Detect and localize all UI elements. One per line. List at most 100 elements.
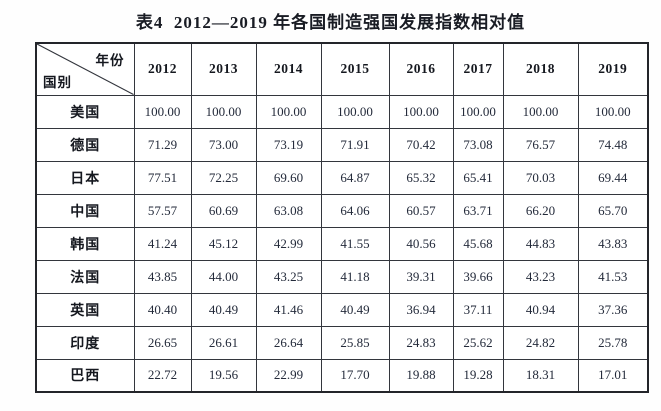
value-cell: 41.46	[255, 292, 322, 327]
value-cell: 74.48	[577, 127, 649, 162]
manufacturing-index-table: 年份 国别 2012 2013 2014 2015 2016 2017 2018…	[35, 42, 649, 393]
value-cell: 70.42	[388, 127, 454, 162]
value-cell: 44.00	[190, 259, 257, 294]
value-cell: 65.32	[388, 160, 454, 195]
country-cell: 日本	[35, 160, 135, 195]
country-cell: 德国	[35, 127, 135, 162]
country-cell: 韩国	[35, 226, 135, 261]
value-cell: 40.49	[320, 292, 390, 327]
value-cell: 69.60	[255, 160, 322, 195]
value-cell: 26.64	[255, 325, 322, 360]
country-cell: 印度	[35, 325, 135, 360]
table-body: 美国 100.00 100.00 100.00 100.00 100.00 100.00 10…	[35, 94, 649, 393]
value-cell: 17.70	[320, 358, 390, 393]
corner-label-year: 年份	[95, 53, 125, 68]
value-cell: 100.00	[577, 94, 649, 129]
value-cell: 100.00	[452, 94, 504, 129]
table-row: 印度 26.65 26.61 26.64 25.85 24.83 25.62 24.82 25.…	[35, 325, 649, 360]
value-cell: 43.23	[502, 259, 579, 294]
year-header: 2012	[133, 42, 192, 96]
value-cell: 76.57	[502, 127, 579, 162]
value-cell: 25.85	[320, 325, 390, 360]
value-cell: 73.00	[190, 127, 257, 162]
value-cell: 57.57	[133, 193, 192, 228]
table-row: 日本 77.51 72.25 69.60 64.87 65.32 65.41 70.03 69.…	[35, 160, 649, 195]
value-cell: 73.19	[255, 127, 322, 162]
value-cell: 64.06	[320, 193, 390, 228]
value-cell: 41.24	[133, 226, 192, 261]
table-row: 英国 40.40 40.49 41.46 40.49 36.94 37.11 40.94 37.…	[35, 292, 649, 327]
value-cell: 77.51	[133, 160, 192, 195]
year-header: 2017	[452, 42, 504, 96]
value-cell: 25.62	[452, 325, 504, 360]
year-header: 2015	[320, 42, 390, 96]
table-row: 法国 43.85 44.00 43.25 41.18 39.31 39.66 43.23 41.…	[35, 259, 649, 294]
value-cell: 22.72	[133, 358, 192, 393]
table-row: 韩国 41.24 45.12 42.99 41.55 40.56 45.68 44.83 43.…	[35, 226, 649, 261]
table-row: 德国 71.29 73.00 73.19 71.91 70.42 73.08 76.57 74.…	[35, 127, 649, 162]
value-cell: 45.68	[452, 226, 504, 261]
value-cell: 24.82	[502, 325, 579, 360]
value-cell: 17.01	[577, 358, 649, 393]
year-header: 2018	[502, 42, 579, 96]
value-cell: 72.25	[190, 160, 257, 195]
value-cell: 63.71	[452, 193, 504, 228]
value-cell: 63.08	[255, 193, 322, 228]
country-cell: 英国	[35, 292, 135, 327]
country-cell: 巴西	[35, 358, 135, 393]
country-cell: 美国	[35, 94, 135, 129]
table-row: 巴西 22.72 19.56 22.99 17.70 19.88 19.28 18.31 17.…	[35, 358, 649, 393]
table-row: 美国 100.00 100.00 100.00 100.00 100.00 100.00 10…	[35, 94, 649, 129]
value-cell: 70.03	[502, 160, 579, 195]
value-cell: 41.53	[577, 259, 649, 294]
value-cell: 45.12	[190, 226, 257, 261]
value-cell: 37.11	[452, 292, 504, 327]
value-cell: 40.40	[133, 292, 192, 327]
value-cell: 41.55	[320, 226, 390, 261]
value-cell: 43.85	[133, 259, 192, 294]
header-row: 年份 国别 2012 2013 2014 2015 2016 2017 2018…	[35, 42, 649, 96]
value-cell: 24.83	[388, 325, 454, 360]
value-cell: 64.87	[320, 160, 390, 195]
year-header: 2016	[388, 42, 454, 96]
value-cell: 19.56	[190, 358, 257, 393]
value-cell: 40.49	[190, 292, 257, 327]
country-cell: 法国	[35, 259, 135, 294]
value-cell: 26.61	[190, 325, 257, 360]
value-cell: 43.83	[577, 226, 649, 261]
value-cell: 66.20	[502, 193, 579, 228]
value-cell: 26.65	[133, 325, 192, 360]
value-cell: 69.44	[577, 160, 649, 195]
year-header: 2019	[577, 42, 649, 96]
value-cell: 71.91	[320, 127, 390, 162]
value-cell: 36.94	[388, 292, 454, 327]
value-cell: 19.28	[452, 358, 504, 393]
value-cell: 60.69	[190, 193, 257, 228]
value-cell: 100.00	[502, 94, 579, 129]
year-header: 2013	[190, 42, 257, 96]
value-cell: 22.99	[255, 358, 322, 393]
value-cell: 100.00	[388, 94, 454, 129]
table-row: 中国 57.57 60.69 63.08 64.06 60.57 63.71 66.20 65.…	[35, 193, 649, 228]
value-cell: 37.36	[577, 292, 649, 327]
year-header: 2014	[255, 42, 322, 96]
value-cell: 43.25	[255, 259, 322, 294]
value-cell: 39.31	[388, 259, 454, 294]
value-cell: 40.94	[502, 292, 579, 327]
value-cell: 73.08	[452, 127, 504, 162]
value-cell: 100.00	[133, 94, 192, 129]
country-cell: 中国	[35, 193, 135, 228]
table-caption: 表4 2012—2019 年各国制造强国发展指数相对值	[135, 13, 526, 32]
value-cell: 65.41	[452, 160, 504, 195]
value-cell: 18.31	[502, 358, 579, 393]
corner-label-country: 国别	[43, 74, 72, 90]
value-cell: 100.00	[255, 94, 322, 129]
value-cell: 41.18	[320, 259, 390, 294]
value-cell: 44.83	[502, 226, 579, 261]
value-cell: 19.88	[388, 358, 454, 393]
corner-header-cell: 年份 国别	[35, 42, 135, 96]
value-cell: 100.00	[190, 94, 257, 129]
value-cell: 25.78	[577, 325, 649, 360]
value-cell: 39.66	[452, 259, 504, 294]
